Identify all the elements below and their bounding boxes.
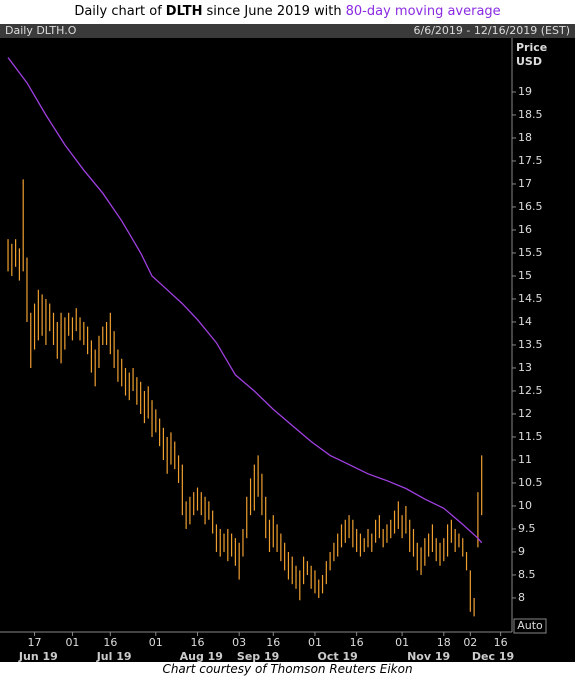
- y-label: USD: [516, 55, 542, 68]
- title-prefix: Daily chart of: [74, 4, 162, 19]
- month-label: Jul 19: [96, 650, 132, 662]
- y-tick-label: 13: [518, 361, 532, 374]
- title: Daily chart of DLTH since June 2019 with 80…: [0, 4, 575, 19]
- x-tick-label: 01: [308, 636, 322, 649]
- x-tick-label: 16: [103, 636, 117, 649]
- x-tick-label: 18: [437, 636, 451, 649]
- x-tick-label: 03: [232, 636, 246, 649]
- background: [0, 24, 575, 662]
- scale-button[interactable]: [513, 618, 547, 634]
- x-tick-label: 01: [395, 636, 409, 649]
- y-tick-label: 10.5: [518, 476, 543, 489]
- y-tick-label: 17: [518, 177, 532, 190]
- x-tick-label: 16: [494, 636, 508, 649]
- y-tick-label: 13.5: [518, 338, 543, 351]
- x-tick-label: 01: [65, 636, 79, 649]
- y-tick-label: 15.5: [518, 246, 543, 259]
- scale-button-label[interactable]: Auto: [517, 619, 543, 632]
- title-middle: since June 2019 with: [206, 4, 342, 19]
- footer: Chart courtesy of Thomson Reuters Eikon: [162, 662, 413, 676]
- header-bar: [0, 24, 575, 38]
- title-highlight: 80-day moving average: [345, 4, 501, 19]
- date-range: 6/6/2019 - 12/16/2019 (EST): [414, 24, 571, 37]
- x-tick-label: 02: [463, 636, 477, 649]
- y-tick-label: 12.5: [518, 384, 543, 397]
- month-label: Sep 19: [237, 650, 279, 662]
- chart: Daily DLTH.O 6/6/2019 - 12/16/2019 (EST)…: [0, 24, 575, 662]
- y-tick-label: 16: [518, 223, 532, 236]
- y-tick-label: 18: [518, 131, 532, 144]
- y-tick-label: 11.5: [518, 430, 543, 443]
- y-tick-label: 9.5: [518, 522, 536, 535]
- month-label: Dec 19: [472, 650, 514, 662]
- y-tick-label: 19: [518, 85, 532, 98]
- y-label: Price: [516, 41, 547, 54]
- panel-label: Daily DLTH.O: [5, 24, 77, 37]
- y-tick-label: 14.5: [518, 292, 543, 305]
- y-tick-label: 17.5: [518, 154, 543, 167]
- moving-average: [7, 57, 483, 544]
- month-label: Aug 19: [180, 650, 223, 662]
- y-tick-label: 14: [518, 315, 532, 328]
- month-label: Jun 19: [18, 650, 58, 662]
- y-tick-label: 11: [518, 453, 532, 466]
- month-label: Oct 19: [318, 650, 358, 662]
- x-tick-label: 01: [149, 636, 163, 649]
- y-tick-label: 15: [518, 269, 532, 282]
- y-tick-label: 10: [518, 499, 532, 512]
- x-tick-label: 17: [28, 636, 42, 649]
- month-label: Nov 19: [407, 650, 450, 662]
- y-tick-label: 16.5: [518, 200, 543, 213]
- y-tick-label: 18.5: [518, 108, 543, 121]
- y-tick-label: 12: [518, 407, 532, 420]
- y-tick-label: 9: [518, 545, 525, 558]
- x-tick-label: 16: [266, 636, 280, 649]
- x-tick-label: 16: [190, 636, 204, 649]
- y-tick-label: 8: [518, 591, 525, 604]
- title-ticker: DLTH: [165, 4, 203, 19]
- y-tick-label: 8.5: [518, 568, 536, 581]
- x-tick-label: 16: [350, 636, 364, 649]
